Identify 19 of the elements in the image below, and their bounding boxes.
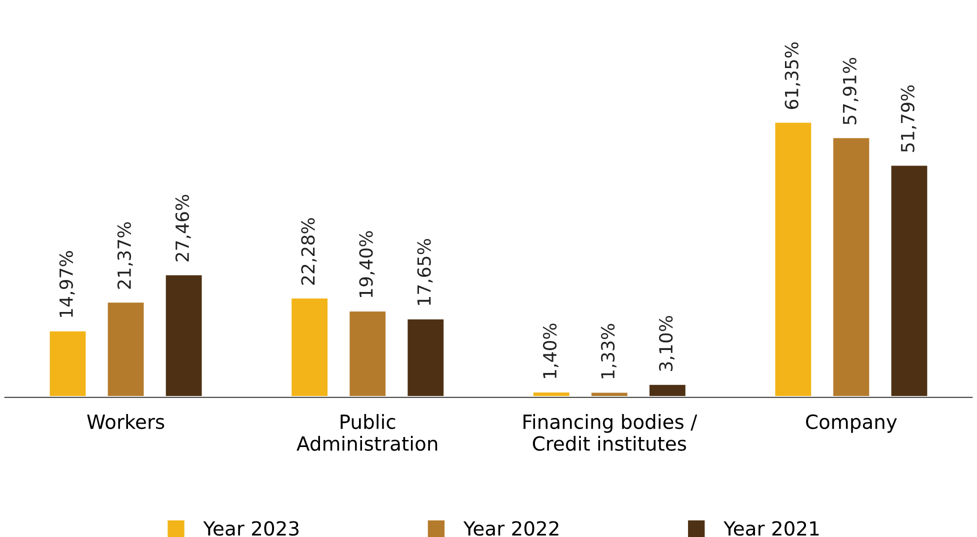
data-label: 57,91% bbox=[842, 58, 858, 124]
legend-label: Year 2022 bbox=[463, 521, 558, 536]
data-label: 61,35% bbox=[784, 42, 800, 109]
x-tick-label: Financing bodies / Credit institutes bbox=[524, 414, 698, 451]
x-tick-label: Company bbox=[806, 414, 897, 433]
data-label: 1,40% bbox=[542, 324, 558, 378]
legend-label: Year 2021 bbox=[724, 521, 819, 536]
data-label: 27,46% bbox=[175, 194, 191, 262]
data-label: 17,65% bbox=[417, 239, 433, 305]
data-label: 51,79% bbox=[900, 85, 916, 152]
data-label: 14,97% bbox=[59, 251, 75, 317]
data-label: 21,37% bbox=[117, 222, 133, 289]
data-label: 19,40% bbox=[359, 231, 375, 297]
data-label: 1,33% bbox=[600, 324, 616, 378]
data-label: 3,10% bbox=[659, 316, 675, 371]
x-tick-label: Public Administration bbox=[296, 414, 438, 451]
x-tick-label: Workers bbox=[87, 414, 164, 430]
data-label: 22,28% bbox=[301, 218, 317, 285]
legend-label: Year 2023 bbox=[203, 521, 299, 536]
